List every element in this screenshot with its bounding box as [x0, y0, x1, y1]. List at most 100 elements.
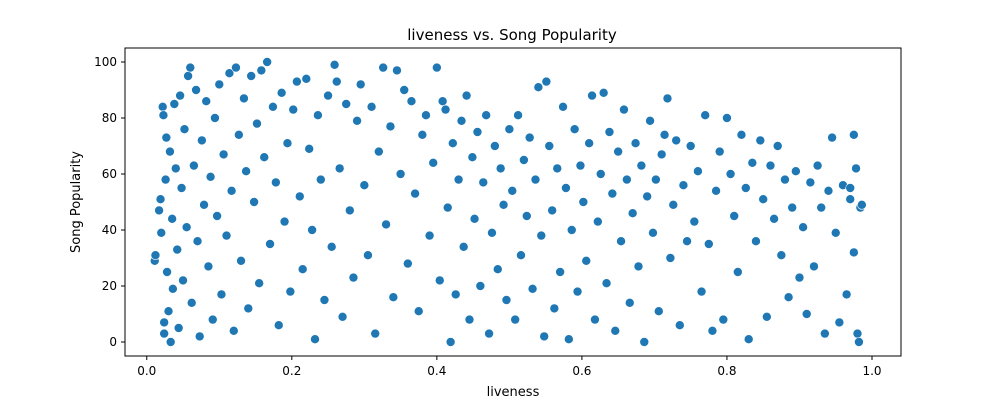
data-point	[539, 331, 549, 342]
x-tick-label: 0.8	[717, 364, 736, 378]
data-point	[665, 253, 676, 263]
data-point	[598, 88, 609, 98]
y-tick-label: 60	[102, 167, 117, 181]
data-point	[453, 174, 464, 185]
data-point	[345, 205, 355, 216]
data-point	[765, 160, 776, 171]
data-point	[428, 158, 439, 168]
data-point	[205, 172, 216, 182]
data-point	[313, 110, 323, 120]
data-point	[378, 62, 388, 73]
data-point	[241, 166, 251, 176]
data-point	[165, 146, 175, 157]
data-point	[787, 202, 798, 213]
data-point	[648, 228, 658, 238]
data-point	[162, 267, 172, 277]
data-point	[854, 337, 864, 347]
data-point	[469, 214, 480, 224]
data-point	[385, 121, 396, 132]
data-point	[751, 236, 761, 246]
data-point	[185, 62, 196, 73]
data-point	[319, 295, 330, 305]
data-point	[478, 177, 489, 188]
data-point	[201, 96, 212, 106]
data-point	[440, 104, 451, 115]
data-point	[564, 334, 574, 345]
data-point	[633, 261, 644, 272]
data-point	[276, 88, 287, 98]
data-point	[285, 286, 296, 297]
data-point	[601, 278, 612, 289]
data-point	[674, 320, 685, 331]
data-point	[254, 278, 264, 289]
data-point	[607, 188, 618, 199]
data-point	[845, 194, 856, 204]
data-point	[442, 202, 453, 213]
data-point	[310, 334, 320, 345]
data-point	[805, 177, 816, 188]
data-point	[659, 130, 670, 140]
data-point	[337, 311, 348, 322]
data-point	[288, 104, 299, 115]
data-point	[656, 149, 667, 160]
data-point	[191, 85, 201, 95]
data-point	[334, 163, 345, 174]
data-point	[307, 225, 317, 235]
data-point	[212, 211, 222, 221]
data-point	[561, 183, 571, 193]
data-point	[743, 334, 754, 345]
data-point	[406, 96, 417, 106]
data-point	[189, 160, 199, 171]
data-point	[243, 303, 254, 314]
data-point	[437, 96, 448, 106]
data-point	[780, 174, 790, 185]
y-tick-label: 40	[102, 223, 117, 237]
data-point	[192, 236, 203, 246]
data-point	[464, 314, 475, 325]
data-point	[613, 146, 623, 157]
data-point	[566, 225, 577, 235]
data-point	[693, 166, 703, 176]
data-point	[168, 283, 178, 294]
data-point	[689, 216, 700, 227]
data-point	[417, 130, 428, 140]
data-point	[197, 135, 207, 146]
data-point	[487, 228, 497, 238]
data-point	[578, 197, 589, 207]
plot-area-frame	[124, 47, 902, 357]
data-point	[736, 130, 747, 140]
data-point	[533, 82, 544, 92]
data-point	[381, 219, 391, 230]
data-point	[279, 216, 290, 227]
data-point	[326, 242, 337, 252]
data-point	[160, 174, 171, 185]
data-point	[484, 328, 494, 339]
data-point	[259, 152, 270, 162]
data-point	[183, 71, 193, 81]
data-point	[256, 65, 267, 76]
data-point	[595, 169, 606, 179]
data-point	[552, 163, 563, 174]
data-point	[700, 110, 710, 120]
data-point	[610, 325, 621, 336]
data-point	[252, 118, 262, 129]
data-point	[587, 90, 597, 101]
data-point	[157, 102, 168, 112]
data-point	[572, 286, 583, 297]
data-point	[203, 261, 214, 272]
data-point	[403, 258, 413, 269]
data-point	[355, 79, 366, 90]
data-point	[370, 328, 381, 339]
data-point	[304, 144, 315, 154]
y-tick-label: 20	[102, 279, 117, 293]
data-point	[651, 174, 661, 185]
data-points	[149, 57, 867, 347]
data-point	[762, 311, 772, 322]
data-point	[159, 328, 169, 339]
data-point	[549, 303, 560, 314]
data-point	[467, 152, 478, 162]
data-point	[331, 76, 342, 87]
x-tick-label: 0.4	[427, 364, 446, 378]
data-point	[224, 68, 235, 78]
